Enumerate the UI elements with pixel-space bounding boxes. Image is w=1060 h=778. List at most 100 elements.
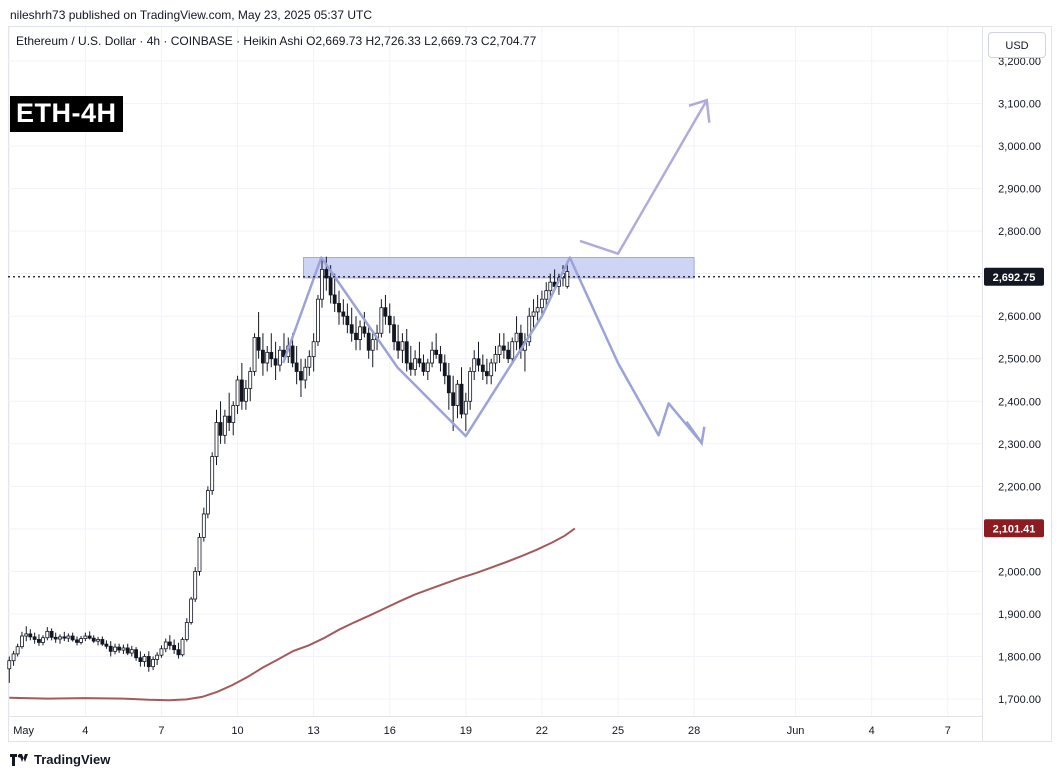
candle-body-up: [307, 356, 312, 368]
candle: [337, 290, 341, 325]
candle-body-down: [345, 315, 350, 326]
candle-body-down: [459, 383, 464, 415]
candle-body-up: [370, 339, 375, 351]
candle-body-down: [328, 277, 333, 296]
candle-body-down: [442, 362, 447, 377]
candle-body-up: [235, 379, 240, 406]
candle: [400, 333, 405, 363]
candle: [332, 273, 337, 312]
candle: [231, 401, 236, 436]
y-tick-label: 2,500.00: [998, 354, 1041, 366]
candle: [53, 632, 58, 643]
candle: [235, 375, 240, 415]
candle: [15, 643, 20, 657]
y-tick-label: 1,700.00: [998, 694, 1041, 706]
x-tick-label: 16: [384, 725, 396, 737]
candle: [256, 311, 261, 359]
candle-body-down: [117, 646, 122, 651]
candle-body-up: [493, 354, 498, 364]
candle: [480, 354, 485, 381]
candle-body-down: [362, 326, 367, 334]
candle-body-up: [472, 358, 477, 372]
candle-body-down: [125, 647, 130, 654]
candle: [163, 638, 168, 653]
candle-body-down: [218, 422, 223, 436]
candle-body-down: [366, 332, 371, 351]
candle: [227, 392, 232, 432]
candle-body-up: [201, 513, 206, 538]
candle: [239, 362, 244, 410]
candle: [261, 333, 265, 376]
candle: [189, 596, 194, 625]
candle: [387, 303, 392, 334]
candle: [277, 345, 282, 372]
candle: [134, 647, 139, 661]
candle: [205, 486, 210, 519]
candle: [506, 341, 511, 363]
candle-body-up: [142, 656, 147, 662]
symbol-info-line: Ethereum / U.S. Dollar · 4h · COINBASE ·…: [16, 34, 537, 48]
candle: [544, 282, 549, 308]
footer-brand[interactable]: TradingView: [10, 752, 110, 767]
candle-body-up: [180, 639, 185, 656]
candle-body-down: [261, 349, 265, 364]
candle: [362, 311, 367, 338]
candle-body-down: [349, 324, 354, 334]
candle-body-up: [468, 371, 473, 402]
candle: [66, 633, 71, 642]
candle-body-up: [544, 290, 549, 300]
candle-body-up: [531, 311, 536, 317]
x-tick-label: Jun: [787, 725, 805, 737]
candle-body-up: [121, 647, 126, 651]
currency-button[interactable]: USD: [988, 32, 1046, 58]
candle: [531, 299, 536, 329]
candle-body-down: [387, 315, 392, 326]
candle: [222, 409, 227, 444]
candle-body-down: [404, 341, 409, 364]
candle-body-up: [430, 349, 435, 364]
candle-body-up: [244, 388, 248, 402]
candle-body-up: [189, 598, 194, 623]
candle: [370, 333, 375, 368]
candle-body-down: [87, 635, 92, 639]
y-tick-label: 2,800.00: [998, 226, 1041, 238]
candle-body-up: [24, 633, 29, 637]
candle-body-up: [193, 570, 198, 600]
candle: [138, 651, 143, 667]
candle-body-down: [392, 324, 396, 343]
candle-body-up: [316, 298, 320, 343]
candle-body-down: [290, 345, 295, 364]
candle: [476, 341, 481, 372]
y-tick-label: 2,900.00: [998, 184, 1041, 196]
candle-body-down: [256, 337, 261, 351]
candle: [311, 333, 316, 372]
candle: [396, 324, 401, 359]
y-tick-label: 2,200.00: [998, 481, 1041, 493]
candle: [62, 631, 67, 642]
x-tick-label: May: [13, 725, 34, 737]
candle: [176, 642, 181, 659]
moving-average-layer: [9, 527, 576, 702]
candle: [193, 567, 198, 603]
candle-body-up: [205, 490, 210, 515]
candle-body-up: [231, 405, 236, 423]
candle-body-down: [337, 303, 341, 313]
candle: [108, 641, 113, 657]
candle-body-up: [497, 345, 502, 355]
candle-body-down: [484, 371, 489, 377]
candle: [430, 341, 435, 368]
candle-body-down: [138, 657, 143, 662]
candle-body-up: [113, 646, 117, 652]
candle: [117, 643, 122, 654]
candle-body-down: [108, 645, 113, 652]
candle-body-down: [438, 354, 443, 364]
candle-body-down: [100, 639, 105, 645]
candle: [79, 636, 83, 645]
grid-lines: [8, 27, 982, 716]
candle: [129, 645, 134, 657]
candle-body-down: [227, 415, 232, 423]
candle: [413, 350, 418, 376]
candle-body-down: [91, 637, 96, 642]
candle-body-down: [32, 636, 37, 640]
